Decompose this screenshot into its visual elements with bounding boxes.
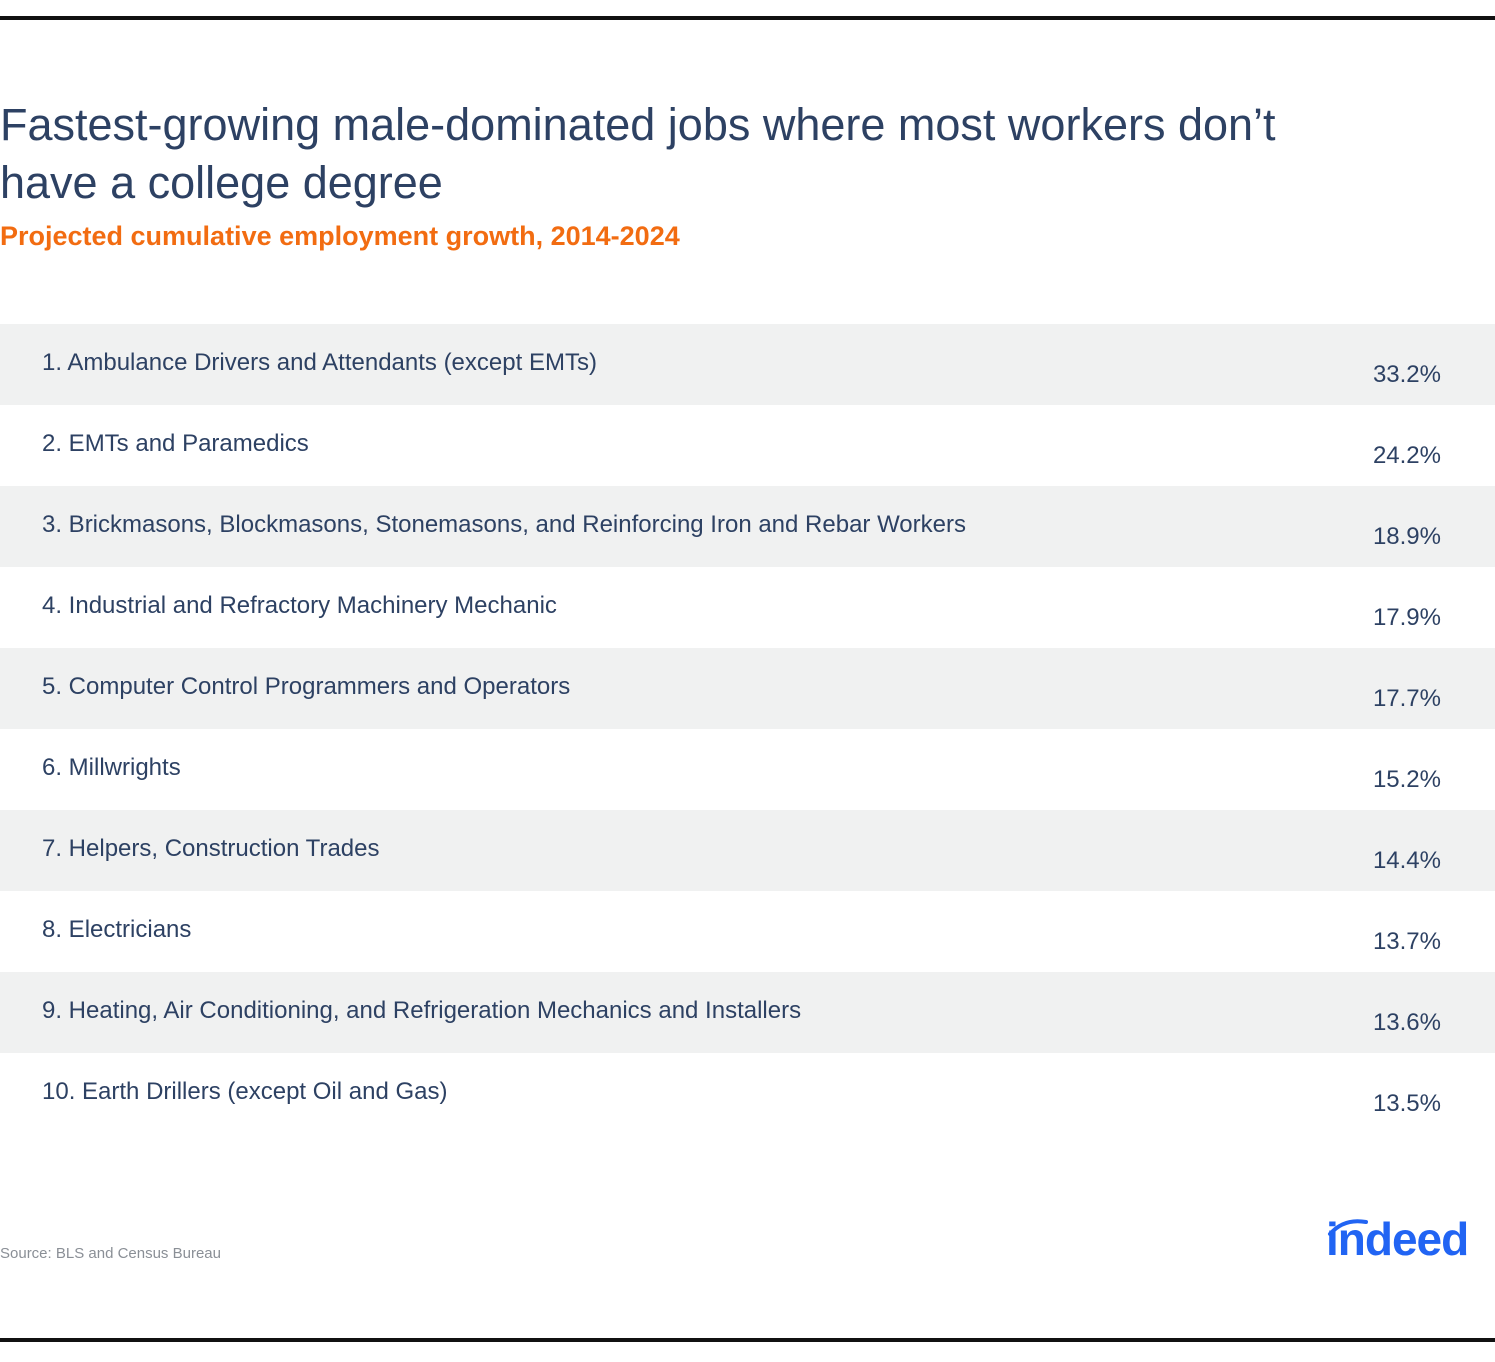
job-label: 6. Millwrights bbox=[42, 754, 181, 781]
table-row: 1. Ambulance Drivers and Attendants (exc… bbox=[0, 324, 1495, 405]
job-label: 9. Heating, Air Conditioning, and Refrig… bbox=[42, 997, 802, 1024]
logo-arc-icon bbox=[1328, 1219, 1368, 1236]
table-row: 5. Computer Control Programmers and Oper… bbox=[0, 648, 1495, 729]
growth-value: 14.4% bbox=[1372, 847, 1441, 874]
growth-value: 17.9% bbox=[1372, 604, 1441, 631]
table-row: 3. Brickmasons, Blockmasons, Stonemasons… bbox=[0, 486, 1495, 567]
table-row: 4. Industrial and Refractory Machinery M… bbox=[0, 567, 1495, 648]
growth-value: 13.7% bbox=[1372, 928, 1441, 955]
table-row: 2. EMTs and Paramedics 24.2% bbox=[0, 405, 1495, 486]
table-row: 8. Electricians 13.7% bbox=[0, 891, 1495, 972]
jobs-table: 1. Ambulance Drivers and Attendants (exc… bbox=[0, 324, 1495, 1134]
source-note: Source: BLS and Census Bureau bbox=[0, 1245, 221, 1262]
job-label: 4. Industrial and Refractory Machinery M… bbox=[42, 592, 557, 619]
bottom-rule bbox=[0, 1338, 1495, 1342]
table-row: 6. Millwrights 15.2% bbox=[0, 729, 1495, 810]
table-row: 9. Heating, Air Conditioning, and Refrig… bbox=[0, 972, 1495, 1053]
job-label: 5. Computer Control Programmers and Oper… bbox=[42, 673, 571, 700]
indeed-logo: indeed bbox=[1322, 1210, 1495, 1266]
growth-value: 33.2% bbox=[1372, 361, 1441, 388]
growth-value: 15.2% bbox=[1372, 766, 1441, 793]
top-rule bbox=[0, 16, 1495, 20]
growth-value: 13.6% bbox=[1372, 1009, 1441, 1036]
job-label: 8. Electricians bbox=[42, 916, 192, 943]
table-row: 7. Helpers, Construction Trades 14.4% bbox=[0, 810, 1495, 891]
chart-title: Fastest-growing male-dominated jobs wher… bbox=[0, 99, 1276, 208]
job-label: 7. Helpers, Construction Trades bbox=[42, 835, 380, 862]
chart-subtitle: Projected cumulative employment growth, … bbox=[0, 221, 680, 251]
job-label: 1. Ambulance Drivers and Attendants (exc… bbox=[42, 349, 597, 376]
growth-value: 13.5% bbox=[1372, 1090, 1441, 1117]
growth-value: 17.7% bbox=[1372, 685, 1441, 712]
logo-wordmark: indeed bbox=[1326, 1213, 1469, 1265]
job-label: 10. Earth Drillers (except Oil and Gas) bbox=[42, 1078, 448, 1105]
growth-value: 24.2% bbox=[1372, 442, 1441, 469]
job-label: 2. EMTs and Paramedics bbox=[42, 430, 309, 457]
table-row: 10. Earth Drillers (except Oil and Gas) 1… bbox=[0, 1053, 1495, 1134]
growth-value: 18.9% bbox=[1372, 523, 1441, 550]
job-label: 3. Brickmasons, Blockmasons, Stonemasons… bbox=[42, 511, 966, 538]
